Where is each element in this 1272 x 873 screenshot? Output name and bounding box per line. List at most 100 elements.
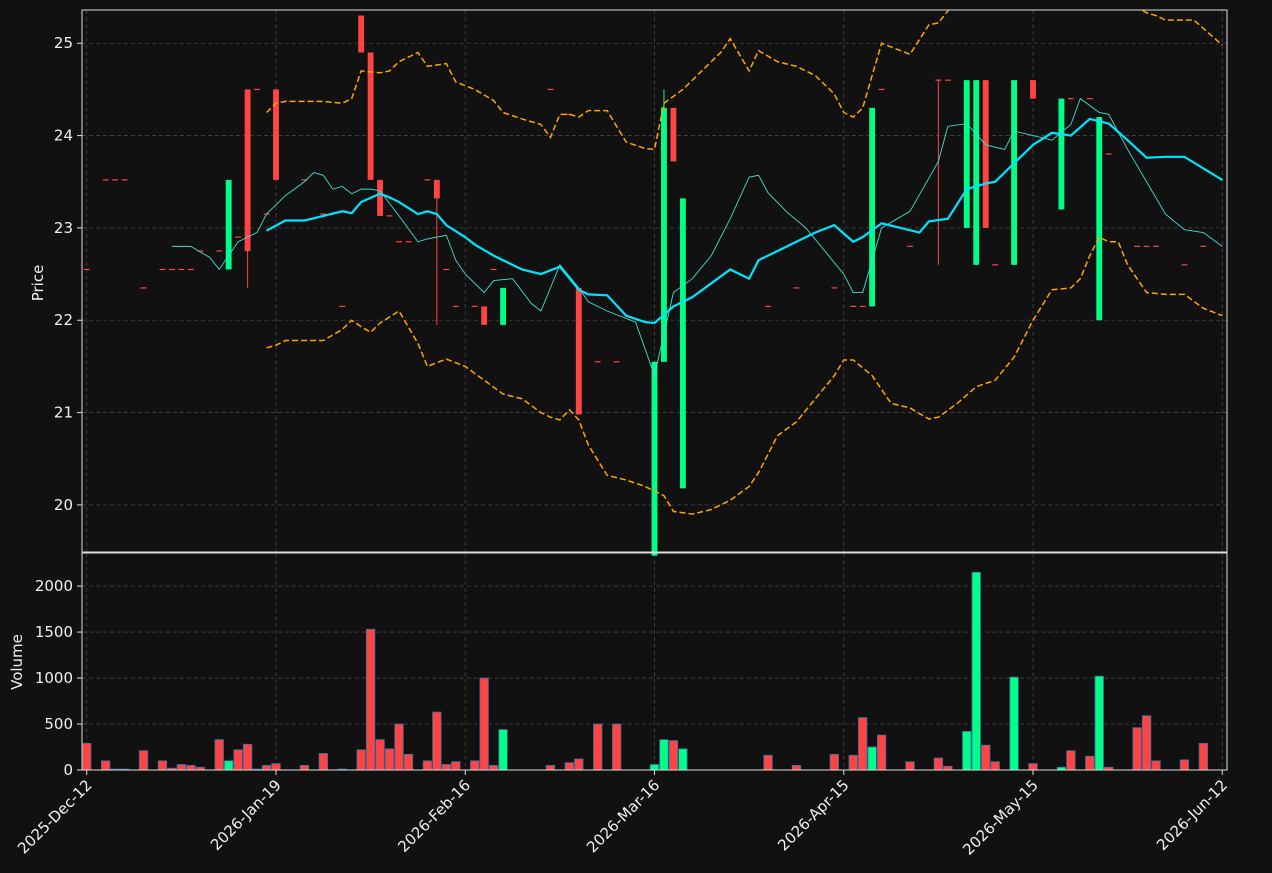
volume-bar [649, 764, 660, 771]
volume-bar [1009, 676, 1019, 771]
y-tick-label: 1000 [35, 669, 73, 687]
volume-bar [82, 742, 92, 771]
y-tick-label: 24 [54, 127, 73, 145]
volume-bar [933, 757, 944, 771]
candle-body [273, 89, 279, 180]
volume-bar [242, 743, 253, 771]
volume-bar [971, 571, 981, 771]
volume-bar [451, 761, 461, 771]
volume-bar [659, 739, 669, 771]
volume-bar [858, 717, 868, 771]
volume-bar [829, 753, 839, 771]
indicator-line [266, 10, 1223, 151]
candle-body [670, 107, 677, 162]
volume-bar [224, 760, 234, 771]
volume-bar [422, 760, 433, 771]
y-tick-label: 0 [63, 761, 73, 779]
volume-bar [479, 677, 489, 771]
volume-bar [470, 760, 480, 771]
volume-bar [545, 765, 556, 771]
candle-body [244, 89, 251, 251]
volume-bar [271, 763, 281, 771]
volume-bar [848, 754, 858, 771]
volume-bar [1132, 727, 1142, 771]
volume-bar [100, 760, 111, 771]
volume-bar [962, 730, 972, 771]
y-tick-label: 2000 [35, 577, 73, 595]
volume-bar [1028, 763, 1038, 771]
volume-bar [488, 765, 499, 771]
candle-body [225, 179, 232, 270]
candle-body [1096, 117, 1103, 321]
volume-bar [176, 764, 187, 771]
candle-body [963, 80, 970, 228]
candle-body [973, 80, 980, 265]
price-lines [171, 10, 1223, 515]
volume-bar [1066, 750, 1076, 771]
volume-bar [791, 765, 802, 771]
volume-bar [1179, 759, 1190, 771]
candle-body [433, 179, 440, 199]
candle-body [651, 361, 658, 556]
y-tick-label: 20 [54, 496, 73, 514]
volume-bar [1094, 675, 1104, 771]
y-axis-label: Price [29, 265, 47, 302]
volume-bar [498, 729, 508, 771]
candle-body [869, 107, 876, 307]
volume-bar [867, 746, 877, 771]
volume-bar [441, 764, 451, 771]
y-tick-label: 21 [54, 404, 73, 422]
candle-body [377, 179, 384, 216]
volume-axis-label: Volume [8, 634, 26, 690]
indicator-line [266, 236, 1223, 515]
volume-bar [943, 765, 953, 771]
volume-bar [1141, 715, 1152, 771]
y-tick-label: 22 [54, 311, 73, 329]
volume-bar [876, 734, 887, 771]
volume-bar [261, 765, 272, 771]
candle-body [1011, 80, 1018, 265]
candle-body [575, 287, 582, 415]
volume-bar [233, 749, 243, 771]
volume-bar [574, 758, 584, 771]
volume-bar [432, 711, 442, 771]
y-tick-label: 1500 [35, 623, 73, 641]
candle-body [1030, 80, 1036, 99]
volume-bar [905, 761, 915, 771]
volume-bar [1198, 742, 1209, 771]
y-tick-label: 25 [54, 34, 73, 52]
volume-bar [186, 765, 196, 771]
y-tick-label: 23 [54, 219, 73, 237]
volume-bar [365, 628, 376, 771]
candle-body [367, 52, 374, 180]
y-tick-label: 500 [44, 715, 73, 733]
volume-bar [356, 749, 366, 771]
candle-body [661, 107, 667, 362]
volume-bar [214, 739, 224, 771]
candle-body [679, 198, 686, 489]
volume-bar [1085, 755, 1095, 771]
volume-bar [375, 739, 385, 771]
volume-bar [1151, 760, 1161, 771]
volume-frame [81, 552, 1228, 771]
volume-bar [763, 754, 773, 771]
volume-bar [403, 753, 414, 771]
candle-body [1058, 98, 1065, 210]
indicator-line [171, 97, 1223, 378]
volume-bar [564, 762, 574, 771]
volume-bar [611, 723, 622, 771]
price-frame [81, 9, 1228, 553]
candle-body [500, 287, 507, 325]
volume-bar [299, 765, 310, 771]
volume-bar [384, 748, 395, 771]
volume-bar [157, 760, 168, 771]
volume-bar [593, 723, 603, 771]
indicator-line [266, 117, 1223, 325]
volume-bar [318, 753, 328, 771]
candle-body [481, 306, 488, 325]
volume-bar [990, 761, 1000, 771]
volume-bar [138, 750, 149, 771]
volume-bar [981, 744, 991, 771]
